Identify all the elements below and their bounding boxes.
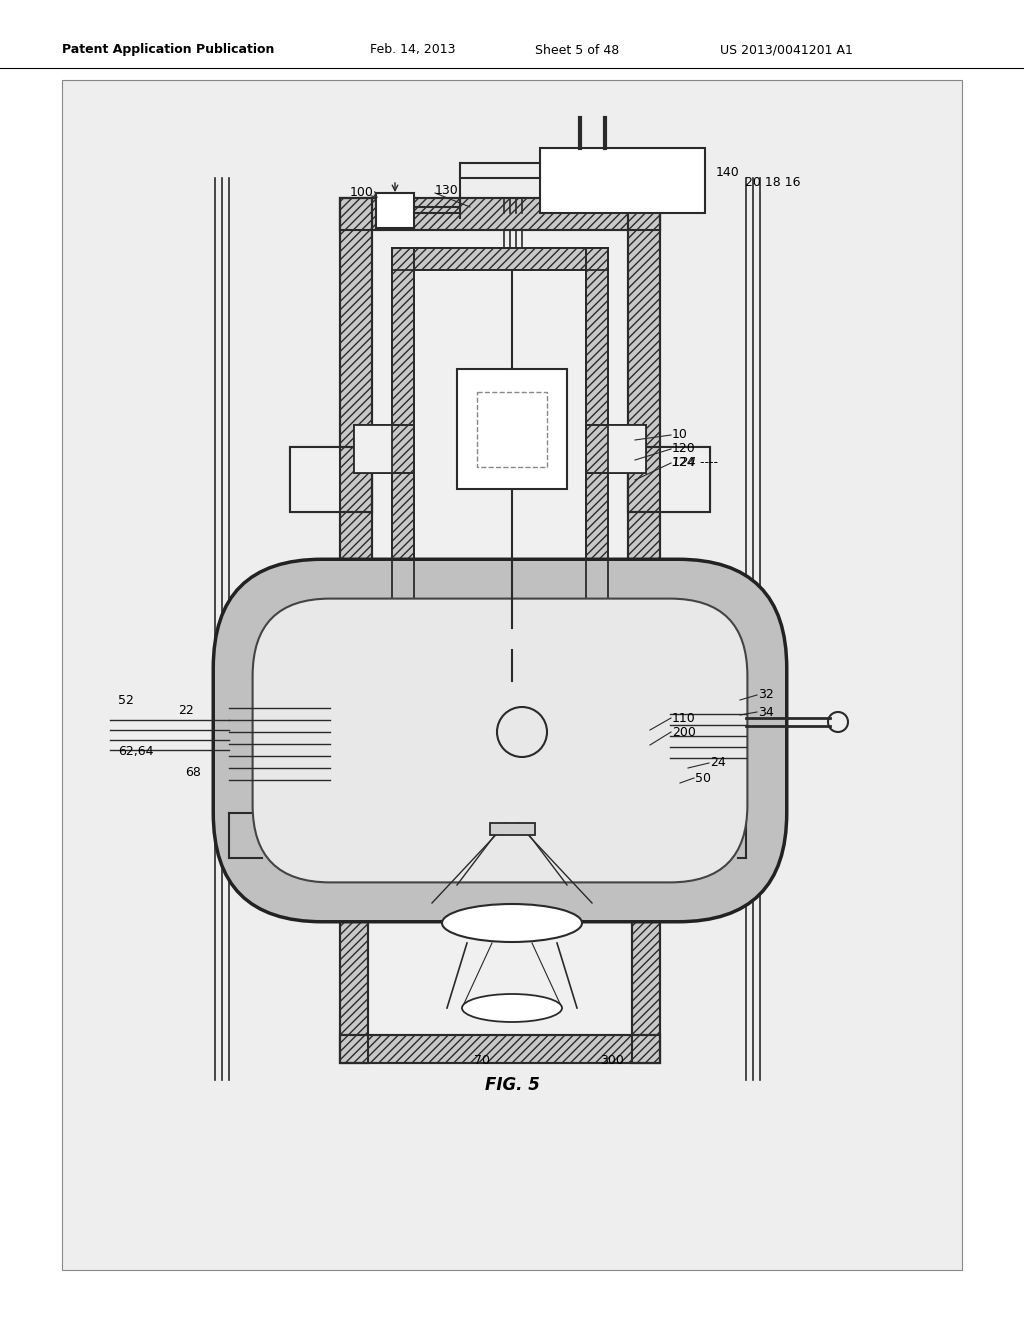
Bar [490, 822, 535, 836]
Bar [540, 148, 705, 213]
Text: 62,64: 62,64 [118, 746, 154, 759]
Bar [628, 447, 710, 512]
Bar [392, 248, 608, 271]
Bar [340, 1035, 660, 1063]
Bar [586, 425, 646, 473]
Bar [392, 248, 414, 649]
Text: Patent Application Publication: Patent Application Publication [62, 44, 274, 57]
Text: Feb. 14, 2013: Feb. 14, 2013 [370, 44, 456, 57]
Text: 20 18 16: 20 18 16 [745, 177, 801, 190]
Text: 200: 200 [672, 726, 696, 738]
Bar [392, 628, 608, 649]
Text: 110: 110 [672, 711, 695, 725]
Text: 10: 10 [672, 429, 688, 441]
Text: 52: 52 [118, 693, 134, 706]
Bar [586, 425, 646, 473]
Bar [628, 198, 660, 700]
Bar [608, 425, 646, 473]
Bar [354, 425, 414, 473]
Bar [340, 198, 660, 230]
Bar [368, 813, 632, 1035]
Ellipse shape [442, 904, 582, 942]
Bar [372, 230, 628, 668]
Bar [354, 425, 414, 473]
Text: 22: 22 [178, 704, 194, 717]
Bar [376, 193, 414, 228]
Bar [340, 1035, 660, 1063]
Bar [340, 813, 368, 1063]
Text: 130: 130 [435, 183, 459, 197]
Bar [340, 198, 660, 230]
Bar [392, 628, 608, 649]
Text: 34: 34 [758, 705, 774, 718]
Bar [628, 447, 710, 512]
Bar [340, 198, 372, 700]
Bar [290, 447, 340, 512]
FancyBboxPatch shape [213, 560, 786, 921]
Text: 100: 100 [350, 186, 374, 199]
Text: 68: 68 [185, 767, 201, 780]
Bar [392, 248, 608, 271]
Bar [392, 248, 414, 649]
Bar [632, 813, 660, 1063]
Text: 300: 300 [600, 1053, 624, 1067]
Bar [340, 813, 368, 1063]
Ellipse shape [462, 994, 562, 1022]
Bar [290, 447, 372, 512]
Bar [340, 668, 660, 700]
Bar [586, 248, 608, 649]
Bar [340, 198, 372, 700]
Bar [660, 447, 710, 512]
Text: US 2013/0041201 A1: US 2013/0041201 A1 [720, 44, 853, 57]
Text: 120: 120 [672, 442, 695, 455]
Text: 32: 32 [758, 689, 774, 701]
Text: FIG. 5: FIG. 5 [484, 1076, 540, 1094]
Bar [340, 668, 660, 700]
Text: 70: 70 [474, 1053, 490, 1067]
Bar [290, 447, 372, 512]
Text: 124: 124 [672, 457, 695, 470]
Bar [457, 370, 567, 488]
Bar [586, 248, 608, 649]
Text: Sheet 5 of 48: Sheet 5 of 48 [535, 44, 620, 57]
FancyBboxPatch shape [253, 598, 748, 882]
Bar [414, 271, 586, 628]
Bar [632, 813, 660, 1063]
Bar [354, 425, 392, 473]
Bar [628, 198, 660, 700]
Bar [477, 392, 547, 467]
Bar [62, 81, 962, 1270]
Text: 140: 140 [716, 166, 739, 180]
Text: 124 ----: 124 ---- [672, 457, 718, 470]
Text: 24: 24 [710, 756, 726, 770]
Text: 50: 50 [695, 771, 711, 784]
